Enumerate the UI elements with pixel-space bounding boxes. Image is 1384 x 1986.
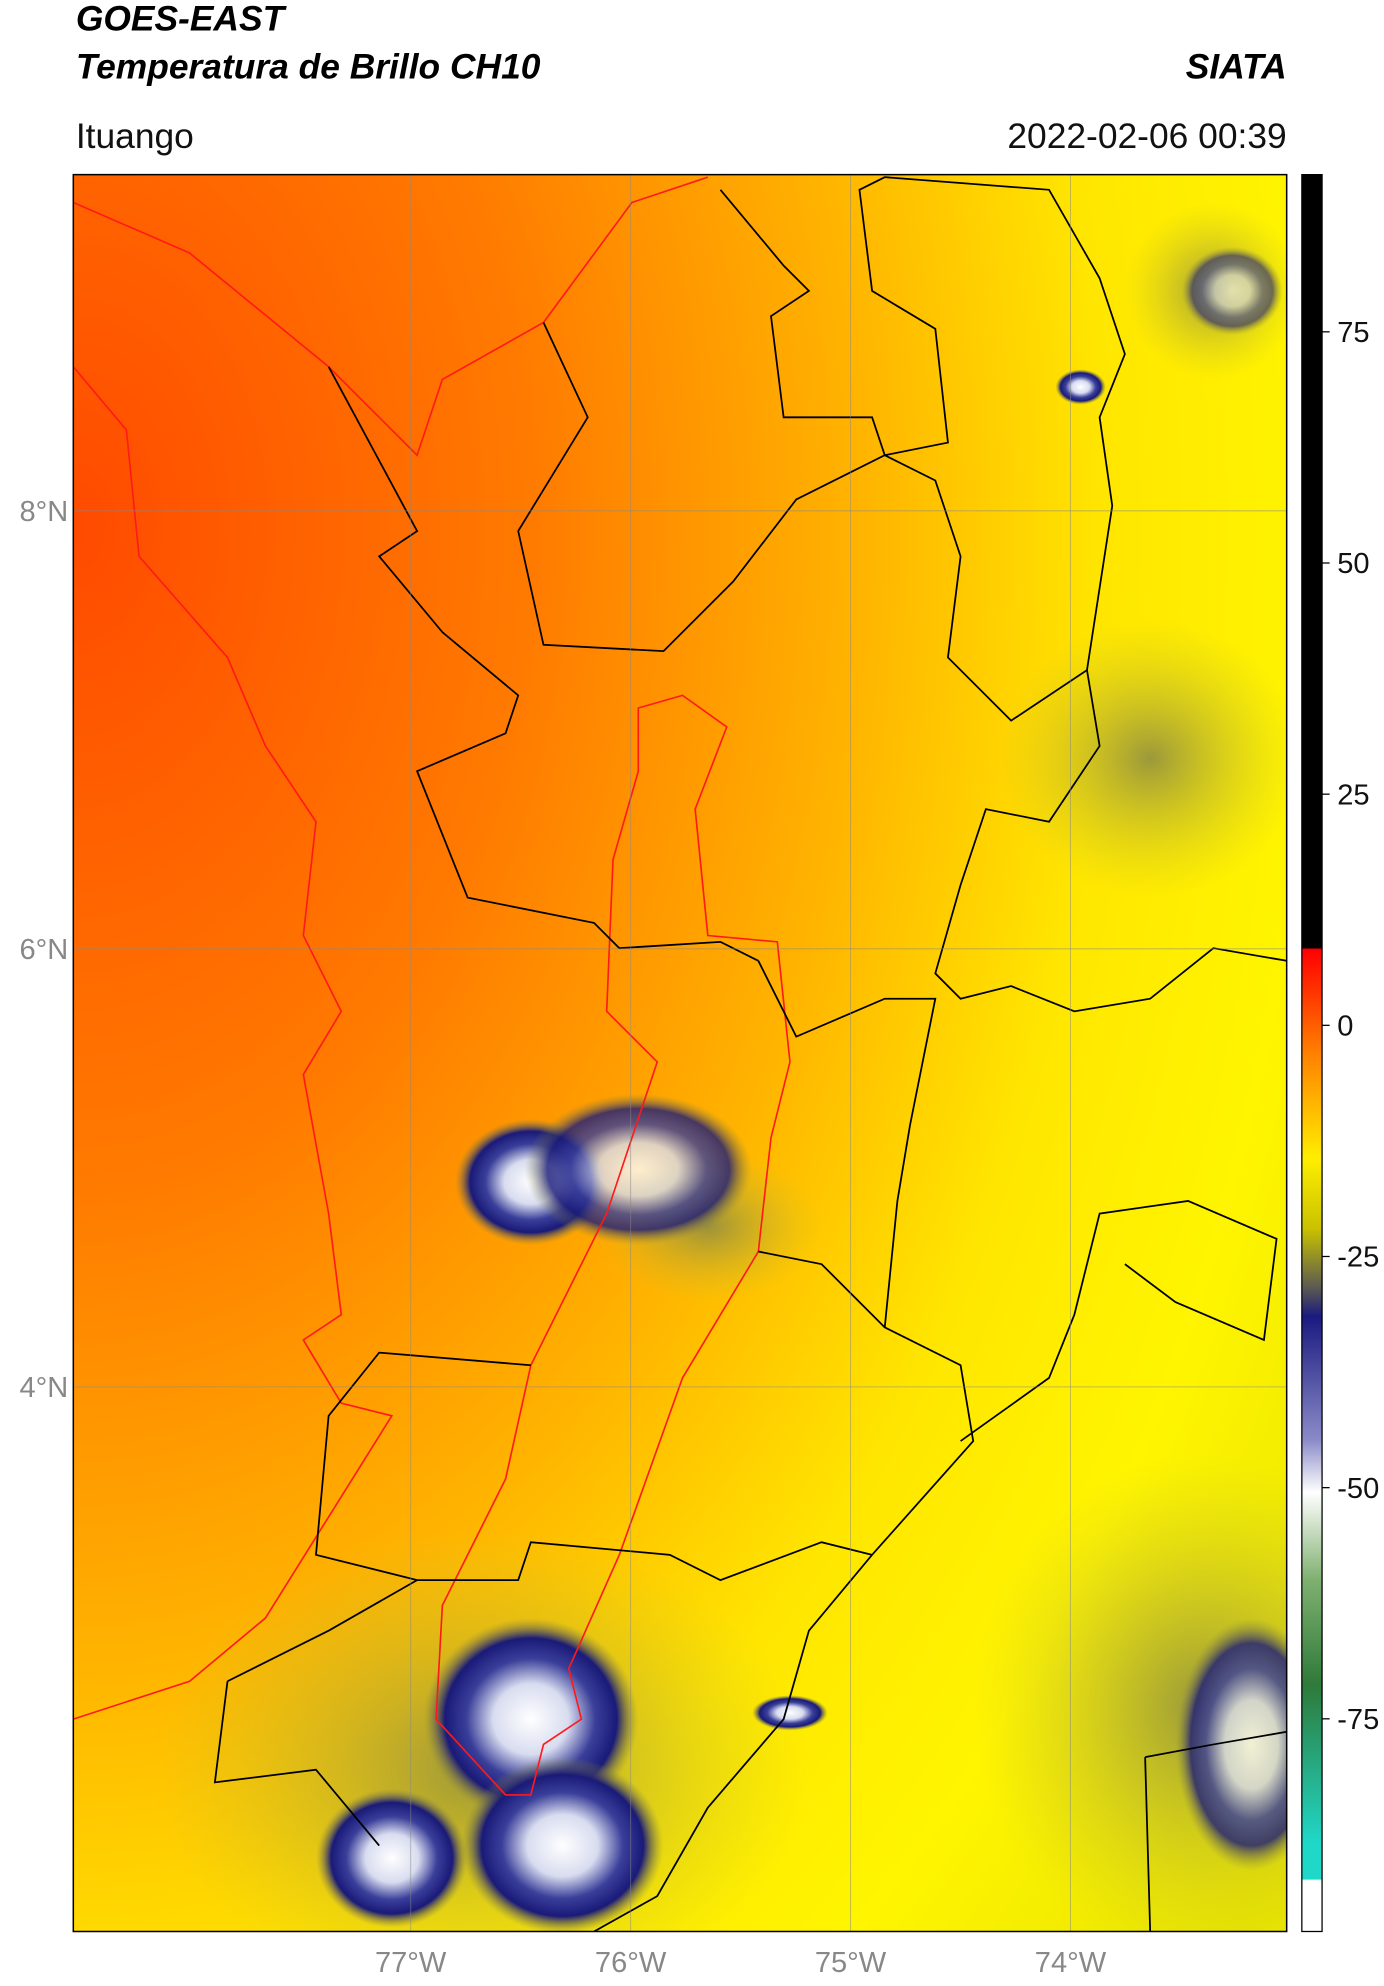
map-frame: [72, 173, 1288, 1933]
subtitle: Temperatura de Brillo CH10: [76, 48, 541, 87]
cloud: [1055, 369, 1106, 405]
colorbar-tick-label: 75: [1337, 317, 1369, 349]
cloud: [752, 1695, 828, 1731]
grid: [73, 174, 1287, 1932]
basin-outline: [435, 694, 791, 1796]
haze: [998, 619, 1287, 898]
admin-borders: [213, 176, 1287, 1932]
colorbar-tick-label: 25: [1337, 779, 1369, 811]
cloud: [315, 1788, 468, 1928]
datetime: 2022-02-06 00:39: [1007, 117, 1286, 156]
colorbar: [1301, 174, 1323, 1933]
map-image: [73, 174, 1287, 1932]
cloud: [1181, 246, 1283, 336]
region: Ituango: [76, 117, 194, 156]
y-tick-label: 4°N: [19, 1372, 68, 1404]
colorbar-tick-label: -75: [1337, 1704, 1379, 1736]
x-tick-label: 76°W: [595, 1947, 667, 1979]
x-tick-label: 77°W: [375, 1947, 447, 1979]
cloud: [524, 1093, 753, 1246]
y-tick-label: 6°N: [19, 934, 68, 966]
x-tick-label: 75°W: [815, 1947, 887, 1979]
title: GOES-EAST: [76, 0, 288, 39]
colorbar-tick-label: -50: [1337, 1473, 1379, 1505]
colorbar-tick-label: -25: [1337, 1242, 1379, 1274]
cloud: [1175, 1618, 1287, 1871]
cloud: [461, 1757, 664, 1932]
y-tick-label: 8°N: [19, 496, 68, 528]
x-tick-label: 74°W: [1035, 1947, 1107, 1979]
colorbar-tick-label: 0: [1337, 1010, 1353, 1042]
colorbar-tick-label: 50: [1337, 548, 1369, 580]
agency: SIATA: [1186, 48, 1287, 87]
